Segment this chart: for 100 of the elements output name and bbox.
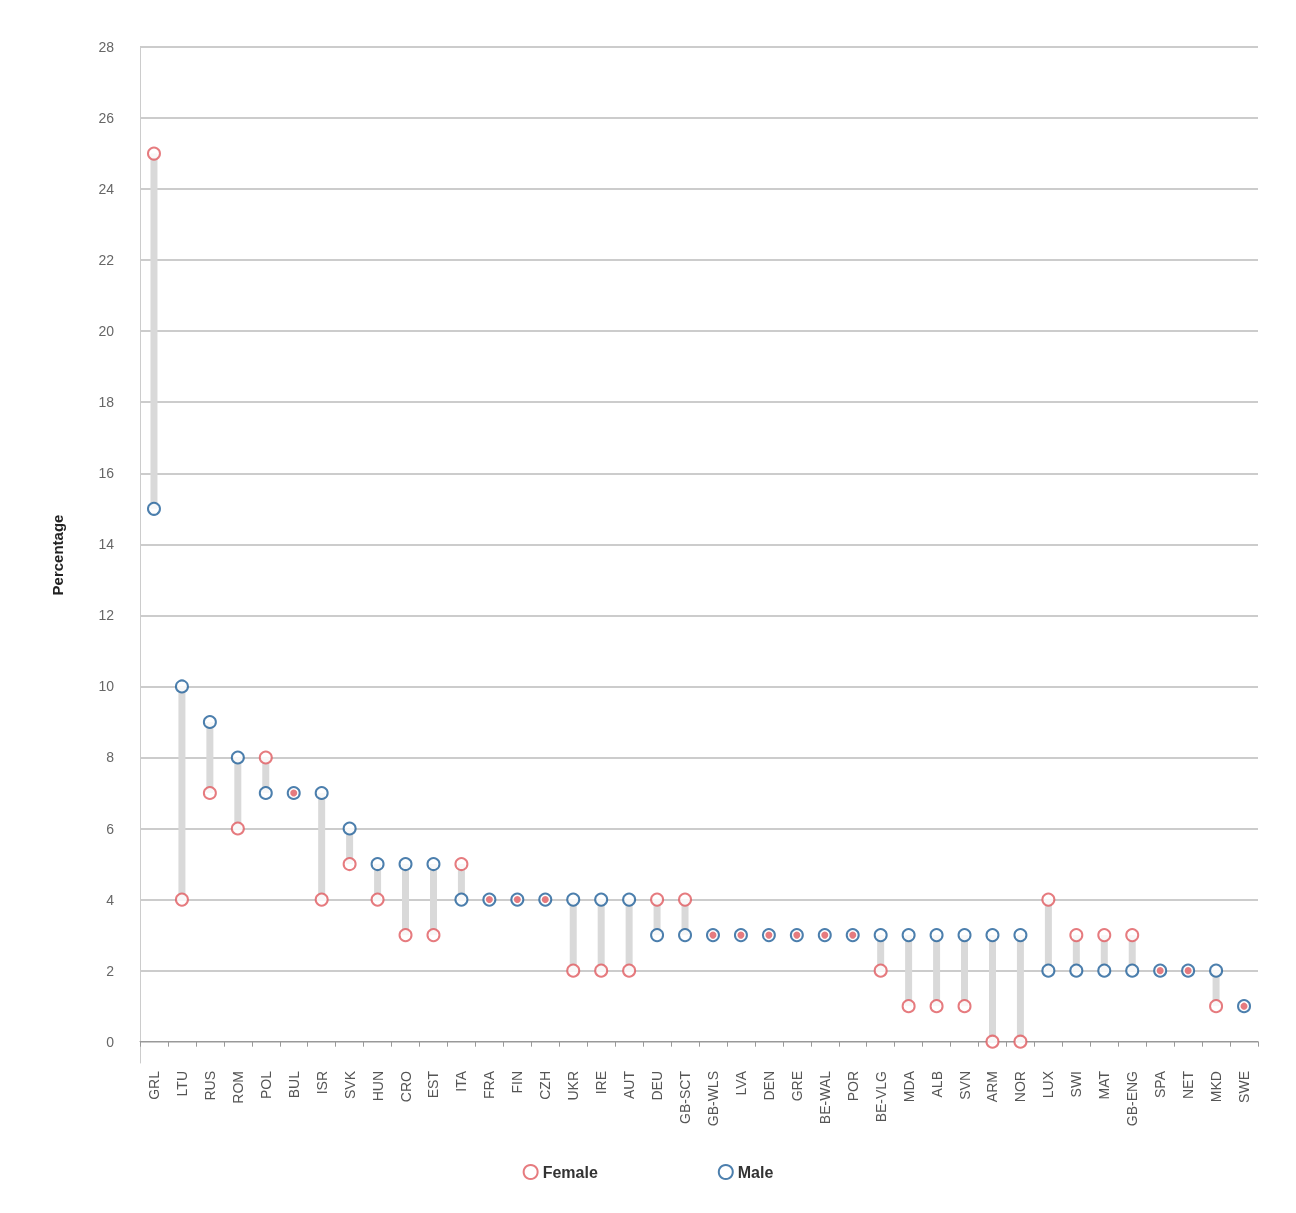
point — [230, 750, 245, 765]
point — [678, 892, 693, 907]
point — [1013, 928, 1028, 943]
x-tick-label: MDA — [900, 1070, 917, 1103]
x-tick-label: GB-SCT — [677, 1070, 694, 1124]
point — [566, 892, 581, 907]
x-tick-label: UKR — [565, 1071, 582, 1101]
point — [230, 821, 245, 836]
point — [985, 928, 1000, 943]
point — [622, 892, 637, 907]
point — [1097, 928, 1112, 943]
x-tick-label: LUX — [1040, 1070, 1057, 1099]
x-tick-label: BE-VLG — [872, 1071, 889, 1123]
point — [1069, 963, 1084, 978]
x-tick-label: AUT — [621, 1070, 638, 1099]
point — [1097, 963, 1112, 978]
y-tick-label: 4 — [106, 891, 115, 908]
x-tick-label: RUS — [201, 1071, 218, 1101]
y-tick-label: 8 — [106, 749, 115, 766]
x-tick-label: GB-WLS — [704, 1071, 721, 1127]
point — [901, 999, 916, 1014]
x-tick-label: GRE — [788, 1071, 805, 1102]
point — [314, 786, 329, 801]
x-tick-label: MKD — [1208, 1071, 1225, 1103]
x-tick-label: DEU — [649, 1071, 666, 1101]
point — [929, 999, 944, 1014]
legend-label: Female — [542, 1163, 598, 1181]
point — [202, 714, 217, 729]
x-tick-label: ROM — [229, 1071, 246, 1104]
y-axis-title: Percentage — [49, 514, 66, 596]
x-tick-label: LVA — [732, 1070, 749, 1096]
x-tick-label: NET — [1180, 1070, 1197, 1099]
point — [454, 857, 469, 872]
x-tick-label: BUL — [285, 1070, 302, 1099]
x-tick-label: POL — [257, 1070, 274, 1100]
y-tick-label: 6 — [106, 820, 115, 837]
point — [454, 892, 469, 907]
point — [146, 501, 161, 516]
point — [1013, 1034, 1028, 1049]
x-tick-label: SWE — [1236, 1071, 1253, 1103]
x-tick-label: ITA — [453, 1070, 470, 1092]
x-tick-label: SWI — [1068, 1071, 1085, 1098]
point — [957, 928, 972, 943]
x-tick-label: EST — [425, 1070, 442, 1099]
y-tick-label: 16 — [98, 465, 115, 482]
x-tick-label: IRE — [593, 1071, 610, 1095]
y-tick-label: 24 — [98, 181, 115, 198]
point — [622, 963, 637, 978]
x-tick-label: SVN — [956, 1071, 973, 1100]
point — [901, 928, 916, 943]
point — [650, 892, 665, 907]
point — [1125, 963, 1140, 978]
point — [1125, 928, 1140, 943]
x-tick-label: DEN — [760, 1071, 777, 1101]
point — [929, 928, 944, 943]
point — [202, 786, 217, 801]
point — [1041, 892, 1056, 907]
point — [594, 892, 609, 907]
point — [398, 928, 413, 943]
point — [566, 963, 581, 978]
x-tick-label: GRL — [145, 1070, 162, 1100]
y-tick-label: 18 — [98, 394, 115, 411]
x-tick-label: SVK — [341, 1070, 358, 1100]
point — [258, 750, 273, 765]
point — [398, 857, 413, 872]
point — [678, 928, 693, 943]
legend-label: Male — [737, 1163, 774, 1181]
x-tick-label: LTU — [173, 1071, 190, 1097]
y-tick-label: 0 — [106, 1033, 115, 1050]
point — [426, 928, 441, 943]
point — [174, 892, 189, 907]
x-tick-label: NOR — [1012, 1071, 1029, 1103]
y-tick-label: 20 — [98, 323, 115, 340]
x-tick-label: POR — [844, 1071, 861, 1102]
x-tick-label: ARM — [984, 1071, 1001, 1103]
x-tick-label: FRA — [481, 1070, 498, 1099]
x-tick-label: BE-WAL — [816, 1070, 833, 1125]
x-tick-label: CZH — [537, 1071, 554, 1100]
y-tick-label: 14 — [98, 536, 115, 553]
point — [146, 146, 161, 161]
x-tick-label: ISR — [313, 1071, 330, 1095]
point — [370, 892, 385, 907]
y-tick-label: 22 — [98, 252, 115, 269]
point — [957, 999, 972, 1014]
x-tick-label: ALB — [928, 1071, 945, 1098]
x-tick-label: CRO — [397, 1070, 414, 1103]
point — [342, 821, 357, 836]
point — [314, 892, 329, 907]
y-tick-label: 12 — [98, 607, 115, 624]
x-tick-label: SPA — [1152, 1070, 1169, 1098]
point — [985, 1034, 1000, 1049]
point — [1041, 963, 1056, 978]
y-tick-label: 26 — [98, 110, 115, 127]
point — [1209, 999, 1224, 1014]
point — [873, 963, 888, 978]
y-tick-label: 2 — [106, 962, 115, 979]
point — [873, 928, 888, 943]
point — [426, 857, 441, 872]
x-tick-label: HUN — [369, 1071, 386, 1102]
point — [1069, 928, 1084, 943]
